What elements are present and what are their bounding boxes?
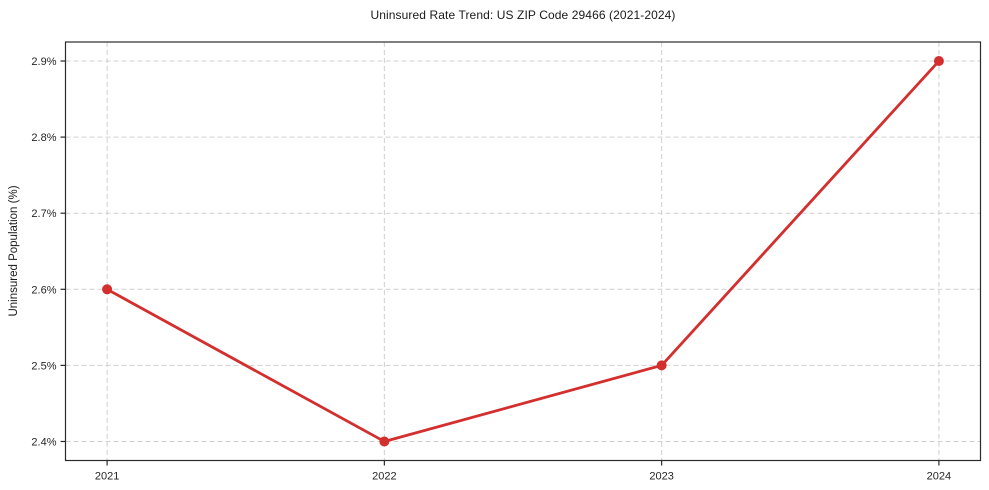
data-point xyxy=(102,284,113,295)
trend-line xyxy=(105,59,941,443)
y-tick-label: 2.8% xyxy=(31,132,56,144)
y-tick-label: 2.9% xyxy=(31,56,56,68)
data-point xyxy=(933,56,944,67)
chart-title: Uninsured Rate Trend: US ZIP Code 29466 … xyxy=(370,8,676,22)
y-tick-label: 2.6% xyxy=(31,284,56,296)
x-tick-label: 2024 xyxy=(927,471,951,483)
y-tick-label: 2.5% xyxy=(31,360,56,372)
data-point xyxy=(379,436,390,447)
x-tick-label: 2022 xyxy=(372,471,396,483)
y-tick-label: 2.7% xyxy=(31,208,56,220)
y-tick-label: 2.4% xyxy=(31,436,56,448)
x-tick-label: 2023 xyxy=(649,471,673,483)
plot-border xyxy=(64,41,982,462)
data-point xyxy=(656,360,667,371)
x-tick-label: 2021 xyxy=(95,471,119,483)
